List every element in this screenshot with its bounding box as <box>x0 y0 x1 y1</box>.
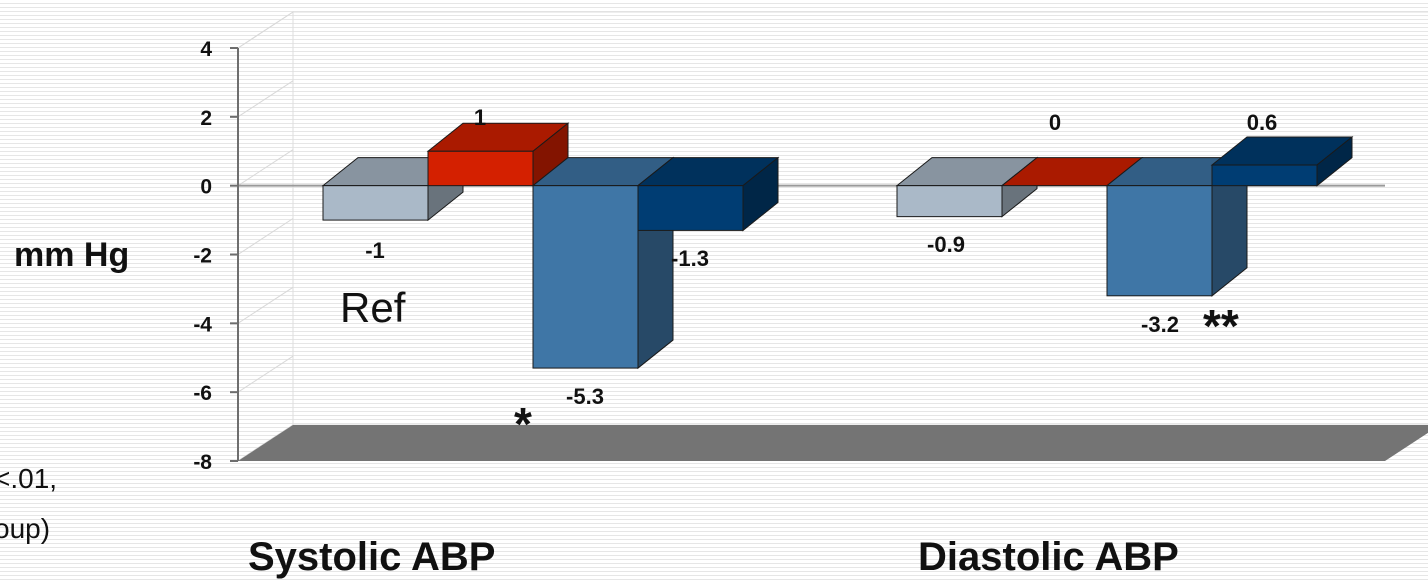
y-axis-label: mm Hg <box>14 236 129 274</box>
bar <box>426 122 570 187</box>
side-wall-tick-line <box>237 80 294 118</box>
diastolic-significance-stars: ** <box>1203 300 1239 352</box>
side-wall-tick-line <box>237 355 294 393</box>
back-wall <box>292 11 1428 426</box>
chart-walls <box>237 11 1428 462</box>
y-tick-label: 4 <box>200 38 212 61</box>
chart-data-labels: -1 1 -5.3 -1.3 -0.9 0 -3.2 0.6 <box>365 105 1277 409</box>
bar-front-face <box>322 185 429 221</box>
side-wall-tick-line <box>237 218 294 255</box>
side-wall-tick-line <box>237 149 294 187</box>
bar-front-face <box>1211 164 1318 187</box>
data-label: -3.2 <box>1141 312 1179 337</box>
bar <box>895 156 1039 218</box>
bar <box>636 156 780 232</box>
bar <box>1210 135 1354 187</box>
y-axis: 4 2 0 -2 -4 -6 -8 <box>193 38 239 474</box>
category-label-systolic: Systolic ABP <box>248 535 495 579</box>
bar-front-face <box>637 185 744 231</box>
y-tick-label: -4 <box>193 313 212 336</box>
chart-floor <box>238 184 1428 461</box>
data-label: -5.3 <box>566 384 604 409</box>
footnote-line-2: oup) <box>0 513 50 544</box>
footnote-line-1: <.01, <box>0 463 57 494</box>
y-tick-label: -6 <box>193 382 212 405</box>
bar <box>1105 156 1249 297</box>
ref-annotation: Ref <box>340 284 406 331</box>
y-tick-label: -8 <box>193 451 212 474</box>
bar-front-face <box>427 150 534 187</box>
chart-bars <box>321 122 1354 370</box>
bar-front-face <box>1106 185 1213 297</box>
bar-front-face <box>532 185 639 369</box>
data-label: 1 <box>474 105 486 130</box>
bar-front-face <box>896 185 1003 218</box>
category-label-diastolic: Diastolic ABP <box>918 535 1179 579</box>
side-wall-tick-line <box>237 11 294 49</box>
data-label: -1 <box>365 238 385 263</box>
floor-plane <box>238 425 1428 461</box>
systolic-significance-star: * <box>514 398 532 450</box>
data-label: -0.9 <box>927 232 965 257</box>
data-label: 0 <box>1049 110 1061 135</box>
y-tick-label: 2 <box>200 107 212 130</box>
y-tick-label: -2 <box>193 245 212 268</box>
data-label: 0.6 <box>1247 110 1278 135</box>
y-tick-label: 0 <box>200 176 212 199</box>
side-wall-tick-line <box>237 286 294 324</box>
data-label: -1.3 <box>671 246 709 271</box>
